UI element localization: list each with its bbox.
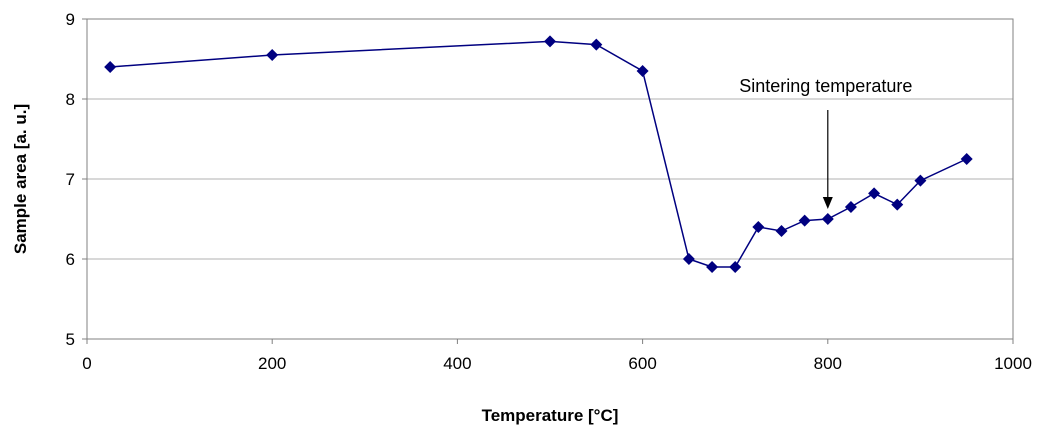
data-point-marker [544,35,556,48]
x-axis-title: Temperature [°C] [482,406,619,425]
data-point-marker [266,49,279,61]
data-point-marker [104,61,117,73]
x-tick-label-200: 200 [258,354,286,373]
data-point-marker [590,38,603,51]
data-point-marker [868,187,881,200]
x-tick-label-600: 600 [628,354,656,373]
y-tick-label-7: 7 [66,170,75,189]
annotation-arrow-head [822,197,833,209]
y-axis-ticks: 5 6 7 8 9 [66,10,87,349]
data-point-marker [844,201,857,213]
x-tick-label-800: 800 [814,354,842,373]
y-tick-label-6: 6 [66,250,75,269]
data-point-marker [891,198,904,211]
data-point-marker [960,153,973,165]
x-tick-label-0: 0 [82,354,91,373]
data-point-marker [729,261,742,273]
data-point-marker [821,213,834,225]
y-axis-title: Sample area [a. u.] [11,104,30,254]
y-tick-label-8: 8 [66,90,75,109]
x-tick-label-1000: 1000 [994,354,1032,373]
series-markers [104,35,973,273]
grid-lines [87,98,1013,260]
x-tick-label-400: 400 [443,354,471,373]
data-point-marker [636,65,649,77]
data-point-marker [706,261,719,273]
data-point-marker [798,214,811,227]
data-point-marker [775,225,788,237]
annotation-label: Sintering temperature [739,76,912,96]
x-axis-ticks: 0 200 400 600 800 1000 [82,339,1032,373]
annotation: Sintering temperature [739,76,912,209]
data-point-marker [914,174,927,187]
y-tick-label-5: 5 [66,330,75,349]
data-point-marker [752,221,765,233]
data-point-marker [682,253,695,265]
y-tick-label-9: 9 [66,10,75,29]
